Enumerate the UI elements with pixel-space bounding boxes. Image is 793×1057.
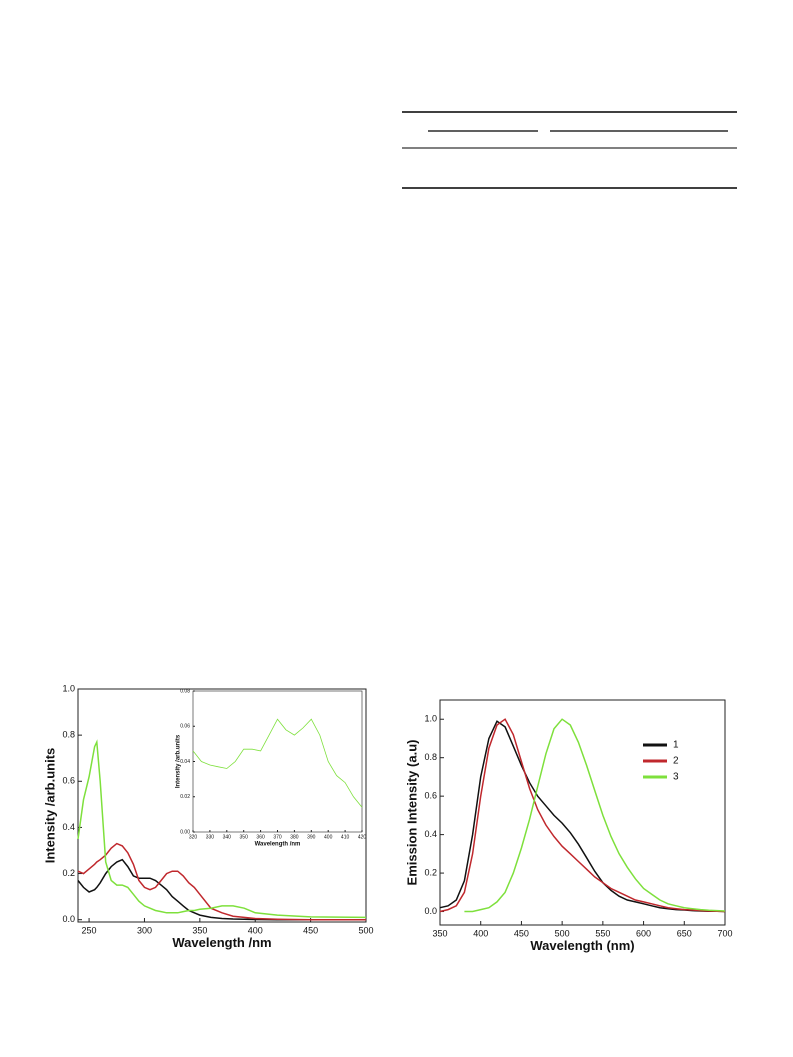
- x-tick-label: 360: [256, 834, 265, 840]
- x-tick-label: 450: [514, 928, 529, 938]
- data-line: [192, 718, 363, 808]
- x-tick-label: 340: [223, 834, 232, 840]
- x-tick-label: 250: [82, 925, 97, 935]
- legend-label: 2: [673, 756, 679, 767]
- x-tick-label: 400: [248, 925, 263, 935]
- x-tick-label: 410: [341, 834, 350, 840]
- x-tick-label: 500: [358, 925, 373, 935]
- x-tick-label: 320: [189, 834, 198, 840]
- legend-label: 1: [673, 740, 679, 751]
- x-tick-label: 420: [358, 834, 367, 840]
- y-tick-label: 1.0: [424, 714, 437, 724]
- x-axis-label: Wavelength /nm: [172, 935, 271, 950]
- y-tick-label: 0.00: [180, 829, 190, 835]
- data-line: [439, 718, 726, 913]
- x-tick-label: 350: [432, 928, 447, 938]
- x-tick-label: 330: [206, 834, 215, 840]
- y-axis-label: Intensity /arb.units: [42, 748, 57, 864]
- table-rules: [402, 111, 737, 189]
- y-tick-label: 0.06: [180, 724, 190, 730]
- y-tick-label: 0.4: [424, 829, 437, 839]
- x-tick-label: 380: [290, 834, 299, 840]
- y-tick-label: 0.6: [62, 776, 75, 786]
- x-tick-label: 400: [324, 834, 333, 840]
- y-tick-label: 0.0: [424, 906, 437, 916]
- x-tick-label: 600: [636, 928, 651, 938]
- y-tick-label: 0.2: [424, 867, 437, 877]
- data-line: [77, 842, 366, 921]
- y-tick-label: 0.4: [62, 822, 75, 832]
- x-axis-label: Wavelength (nm): [530, 938, 634, 953]
- data-line: [77, 858, 366, 921]
- x-tick-label: 500: [555, 928, 570, 938]
- x-tick-label: 550: [595, 928, 610, 938]
- legend-label: 3: [673, 772, 679, 783]
- x-tick-label: 400: [473, 928, 488, 938]
- y-axis-label: Intensity /arb.units: [176, 734, 182, 788]
- x-tick-label: 650: [677, 928, 692, 938]
- chart: 350 400 450 500 550 600 650 700 0.0 0.2 0.4 0.6 0.8 1…: [404, 699, 733, 953]
- y-tick-label: 0.04: [180, 759, 190, 765]
- x-tick-label: 350: [240, 834, 249, 840]
- x-axis-label: Wavelength /nm: [255, 842, 301, 848]
- chart: 320 330 340 350 360 370 380 390 400 410 420 0.00 0.0…: [176, 688, 367, 847]
- chart: 250 300 350 400 450 500 0.0 0.2 0.4 0.6 0.8 1.0 Wave…: [42, 683, 373, 950]
- data-line: [464, 718, 726, 913]
- y-tick-label: 1.0: [62, 683, 75, 693]
- y-tick-label: 0.08: [180, 688, 190, 694]
- data-line: [77, 739, 367, 919]
- x-tick-label: 350: [192, 925, 207, 935]
- y-tick-label: 0.8: [424, 752, 437, 762]
- x-tick-label: 370: [273, 834, 282, 840]
- x-tick-label: 300: [137, 925, 152, 935]
- plot-frame: [77, 688, 367, 923]
- inset-background: [193, 691, 362, 832]
- y-axis-label: Emission Intensity (a.u): [404, 740, 419, 886]
- x-tick-label: 390: [307, 834, 316, 840]
- y-tick-label: 0.0: [62, 914, 75, 924]
- x-tick-label: 700: [717, 928, 732, 938]
- y-tick-label: 0.8: [62, 730, 75, 740]
- y-tick-label: 0.2: [62, 868, 75, 878]
- plot-frame: [439, 699, 726, 926]
- y-tick-label: 0.6: [424, 791, 437, 801]
- x-tick-label: 450: [303, 925, 318, 935]
- y-tick-label: 0.02: [180, 794, 190, 800]
- data-line: [439, 720, 726, 913]
